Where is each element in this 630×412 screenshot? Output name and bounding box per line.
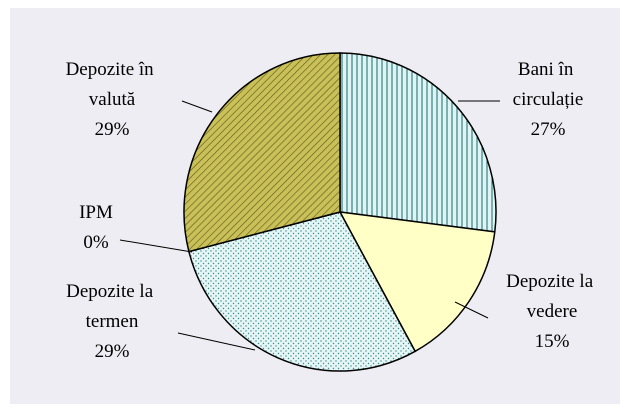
value-label: 15% (535, 331, 570, 352)
value-label: 27% (531, 119, 566, 140)
slice-label: Depozite în valută (66, 59, 159, 110)
value-label: 29% (95, 119, 130, 140)
leader-line (177, 332, 256, 351)
leader-line (119, 239, 193, 253)
pie-slice (187, 211, 417, 372)
slice-label: IPM (79, 202, 113, 223)
leader-line (454, 301, 489, 319)
slice-label: Bani în circulație (513, 59, 584, 110)
slice-label: Depozite la vedere (506, 271, 598, 322)
value-label: 0% (83, 232, 109, 253)
slice-label: Depozite la termen (66, 281, 158, 332)
value-label: 29% (95, 341, 130, 362)
pie-slice (183, 52, 341, 253)
leader-line (181, 100, 213, 113)
pie-slice (339, 52, 497, 233)
pie-slice (338, 211, 496, 353)
